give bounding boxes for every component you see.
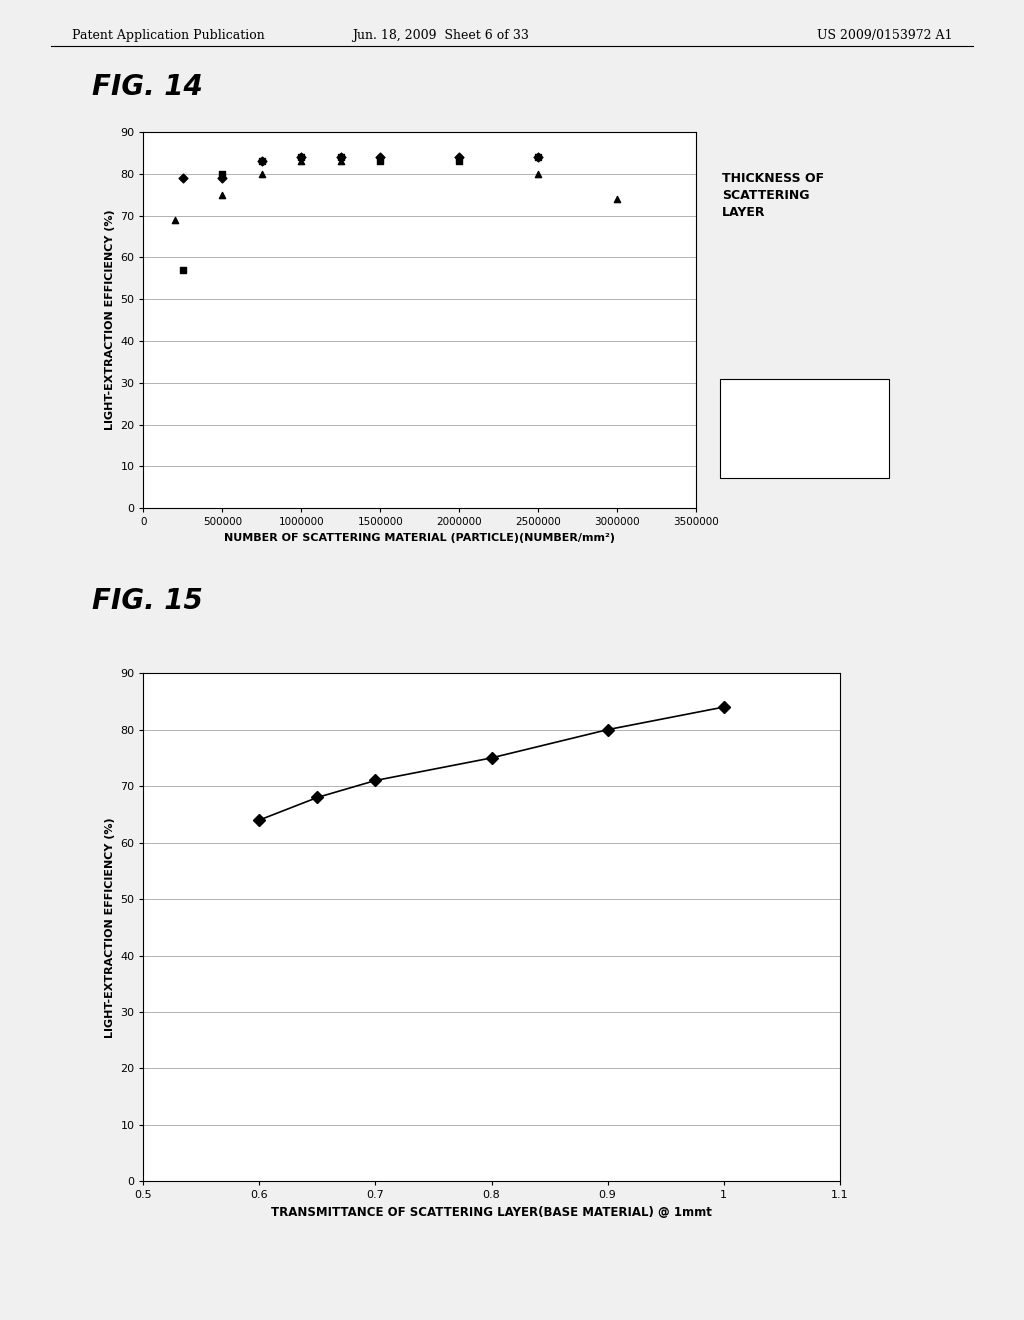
Y-axis label: LIGHT-EXTRACTION EFFICIENCY (%): LIGHT-EXTRACTION EFFICIENCY (%): [104, 210, 115, 430]
Text: FIG. 14: FIG. 14: [92, 73, 203, 100]
Point: [609, 189, 626, 210]
Point: [167, 210, 183, 231]
Point: [254, 150, 270, 172]
Y-axis label: LIGHT-EXTRACTION EFFICIENCY (%): LIGHT-EXTRACTION EFFICIENCY (%): [104, 817, 115, 1038]
Point: [372, 150, 388, 172]
Point: [530, 147, 547, 168]
Point: [175, 259, 191, 281]
Text: THICKNESS OF
SCATTERING
LAYER: THICKNESS OF SCATTERING LAYER: [722, 172, 824, 219]
X-axis label: NUMBER OF SCATTERING MATERIAL (PARTICLE)(NUMBER/mm²): NUMBER OF SCATTERING MATERIAL (PARTICLE)…: [224, 533, 615, 543]
Point: [333, 147, 349, 168]
Point: [254, 164, 270, 185]
Point: [333, 147, 349, 168]
Point: [214, 164, 230, 185]
Point: [372, 147, 388, 168]
Point: [175, 168, 191, 189]
Point: [333, 150, 349, 172]
Text: ▲: ▲: [732, 453, 741, 466]
Point: [214, 168, 230, 189]
Point: [452, 150, 468, 172]
Text: FIG. 15: FIG. 15: [92, 587, 203, 615]
Text: US 2009/0153972 A1: US 2009/0153972 A1: [817, 29, 952, 42]
Point: [452, 147, 468, 168]
Text: •: •: [732, 395, 739, 408]
Text: Patent Application Publication: Patent Application Publication: [72, 29, 264, 42]
Point: [254, 150, 270, 172]
Text: ■: ■: [732, 424, 743, 437]
Text: Jun. 18, 2009  Sheet 6 of 33: Jun. 18, 2009 Sheet 6 of 33: [352, 29, 528, 42]
Point: [293, 150, 309, 172]
Point: [293, 147, 309, 168]
Text: 60 μm: 60 μm: [746, 453, 782, 463]
Point: [214, 185, 230, 206]
Text: 15 μm: 15 μm: [746, 424, 782, 434]
Text: 30 μm: 30 μm: [746, 395, 782, 405]
Point: [530, 164, 547, 185]
Point: [293, 147, 309, 168]
X-axis label: TRANSMITTANCE OF SCATTERING LAYER(BASE MATERIAL) @ 1mmt: TRANSMITTANCE OF SCATTERING LAYER(BASE M…: [271, 1206, 712, 1218]
Point: [530, 147, 547, 168]
